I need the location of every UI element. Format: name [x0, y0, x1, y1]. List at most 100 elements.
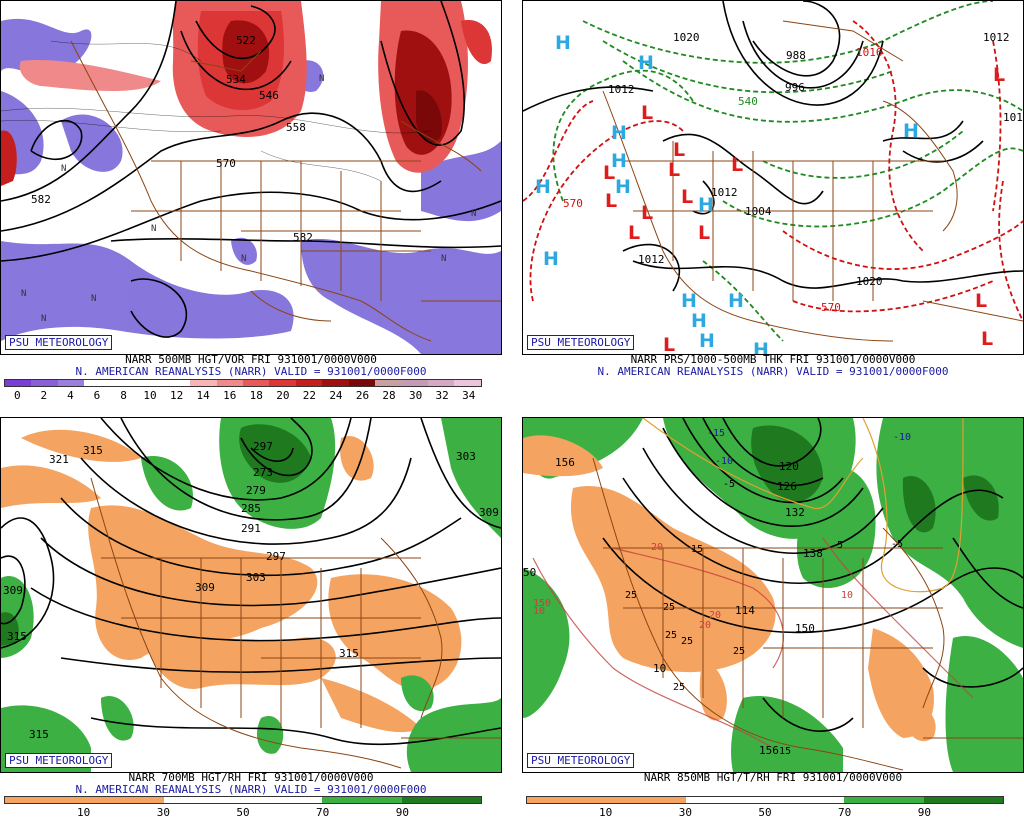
contour-label: 1020 — [856, 275, 883, 288]
low-marker: L — [975, 290, 987, 312]
isotherm-label: 25 — [733, 646, 745, 657]
contour-label: 534 — [226, 73, 246, 86]
isotherm-label: -10 — [715, 456, 733, 467]
colorbar-swatch — [923, 797, 1003, 803]
colorbar-tick-label: 32 — [435, 389, 449, 402]
colorbar-tick-label: 30 — [678, 806, 692, 819]
p3-contour-labels: 321 315 297 273 279 285 291 297 303 309 … — [3, 440, 499, 741]
colorbar-swatch — [401, 380, 428, 386]
low-marker: L — [993, 64, 1005, 86]
p1-title: NARR 500MB HGT/VOR FRI 931001/0000V000 — [125, 353, 377, 366]
political-borders — [70, 40, 501, 342]
isotherm-label: -5 — [723, 479, 735, 490]
contour-label: 156 — [759, 744, 779, 757]
colorbar-tick-label: 26 — [355, 389, 370, 402]
psu-meteorology-badge: PSU METEOROLOGY — [527, 753, 635, 768]
contour-label: 114 — [735, 604, 755, 617]
high-marker: H — [699, 330, 715, 352]
contour-label: 120 — [779, 460, 799, 473]
colorbar-swatch — [84, 797, 164, 803]
p1-colorbar-ticks: 0 2 4 6 8 10 12 14 16 18 20 22 24 26 28 30 32 34 — [4, 389, 482, 402]
colorbar-tick-label: 70 — [838, 806, 852, 819]
colorbar-swatch — [606, 797, 686, 803]
low-marker: L — [663, 334, 675, 354]
high-marker: H — [728, 290, 744, 312]
contour-label: 321 — [49, 453, 69, 466]
contour-label: 10 — [653, 662, 666, 675]
contour-label: 303 — [246, 571, 266, 584]
colorbar-swatch — [57, 380, 85, 386]
colorbar-swatch — [137, 380, 164, 386]
colorbar-swatch — [375, 380, 402, 386]
colorbar-tick-label: 22 — [302, 389, 316, 402]
colorbar-swatch — [84, 380, 111, 386]
low-marker: L — [698, 222, 710, 244]
colorbar-swatch — [269, 380, 296, 386]
high-marker: H — [681, 290, 697, 312]
panel-pressure-thickness: 1020 988 996 1012 1012 1004 1012 1020 57… — [522, 0, 1024, 402]
p2-contour-labels: 1020 988 996 1012 1012 1004 1012 1020 — [608, 31, 883, 288]
panel-500mb-vorticity: 582 570 534 546 558 522 582 N N N N N N N N N … — [0, 0, 502, 402]
colorbar-swatch — [163, 797, 243, 803]
isotherm-label: 25 — [663, 602, 675, 613]
p3-colorbar-ticks: 10 30 50 70 90 — [4, 806, 482, 819]
contour-label: 1020 — [673, 31, 700, 44]
low-marker: L — [641, 202, 653, 224]
isotherm-label: 10 — [533, 606, 545, 617]
panel-700mb-humidity: 321 315 297 273 279 285 291 297 303 309 … — [0, 417, 502, 819]
contour-label: 285 — [241, 502, 261, 515]
high-marker: H — [543, 248, 559, 270]
colorbar-swatch — [454, 380, 481, 386]
height-contours — [1, 418, 501, 746]
contour-label: 138 — [803, 547, 823, 560]
colorbar-tick-label: 6 — [93, 389, 101, 402]
high-marker: H — [638, 52, 654, 74]
svg-text:N: N — [41, 314, 46, 324]
colorbar-swatch — [110, 380, 138, 386]
contour-label: 582 — [293, 231, 313, 244]
colorbar-tick-label: 30 — [408, 389, 423, 402]
contour-label: 303 — [456, 450, 476, 463]
contour-label: 150 — [795, 622, 815, 635]
colorbar-swatch — [844, 797, 924, 803]
colorbar-tick-label: 4 — [67, 389, 74, 402]
psu-meteorology-badge: PSU METEOROLOGY — [5, 335, 113, 350]
colorbar-swatch — [31, 380, 58, 386]
isotherm-label: 5 — [837, 540, 843, 551]
p4-contour-labels: 156 150 114 120 126 132 138 10 156 50 — [523, 456, 823, 757]
p4-colorbar-ticks: 10 30 50 70 90 — [526, 806, 1004, 819]
pressure-map: 1020 988 996 1012 1012 1004 1012 1020 57… — [522, 0, 1024, 355]
contour-label: 1012 — [1003, 111, 1023, 124]
political-borders — [602, 20, 1023, 342]
contour-label: 315 — [83, 444, 103, 457]
p3-colorbar — [4, 796, 482, 804]
contour-label: 315 — [29, 728, 49, 741]
colorbar-swatch — [348, 380, 376, 386]
colorbar-swatch — [190, 380, 217, 386]
low-marker: L — [605, 190, 617, 212]
colorbar-swatch — [5, 380, 32, 386]
high-marker: H — [698, 194, 714, 216]
isotherm-label: 25 — [681, 636, 693, 647]
svg-text:N: N — [241, 254, 246, 264]
p4-colorbar — [526, 796, 1004, 804]
high-pressure-markers: H H H H H H H H H H H H H H — [535, 32, 919, 354]
p2-subtitle: N. AMERICAN REANALYSIS (NARR) VALID = 93… — [597, 365, 949, 378]
contour-label: 546 — [259, 89, 279, 102]
colorbar-tick-label: 90 — [917, 806, 931, 819]
contour-label: 156 — [555, 456, 575, 469]
contour-label: 522 — [236, 34, 256, 47]
colorbar-swatch — [401, 797, 481, 803]
colorbar-tick-label: 12 — [169, 389, 184, 402]
contour-label: 582 — [31, 193, 51, 206]
contour-label: 1012 — [711, 186, 738, 199]
isotherm-label: 15 — [691, 544, 703, 555]
colorbar-swatch — [242, 797, 323, 803]
isotherm-label: 150 — [533, 598, 551, 609]
low-marker: L — [668, 159, 680, 181]
isotherm-label: 20 — [651, 542, 663, 553]
contour-label: 1004 — [745, 205, 772, 218]
isotherm-label: 25 — [673, 682, 685, 693]
p3-title: NARR 700MB HGT/RH FRI 931001/0000V000 — [128, 771, 374, 784]
p4-isotherm-labels: -15 -10 -5 -10 -5 5 10 10 15 15 20 20 20… — [533, 428, 911, 757]
